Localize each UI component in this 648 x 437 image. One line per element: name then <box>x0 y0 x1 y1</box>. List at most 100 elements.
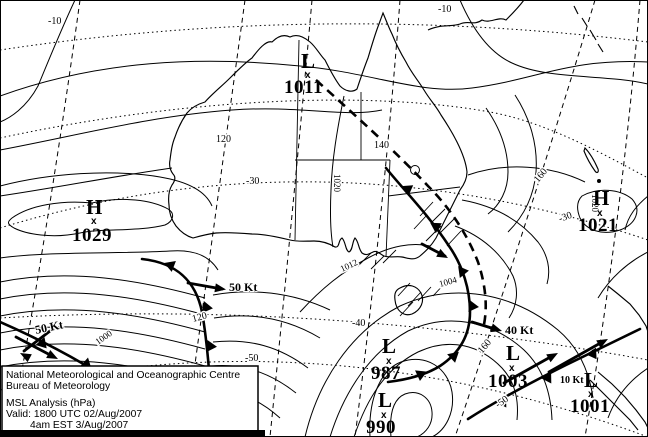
isobars-part <box>213 292 330 310</box>
high-value: 1021 <box>578 215 618 236</box>
low-1011: L x 1011 <box>284 49 323 98</box>
lat-label: -40 <box>352 318 365 329</box>
bottom-black-bar <box>0 430 265 437</box>
center-marker: x <box>597 208 603 219</box>
pressure-systems: L x 1011 H x 1029 H x 1021 L x 987 L x 9… <box>72 49 618 437</box>
low-letter: L <box>506 341 520 365</box>
isobars-part <box>8 199 172 235</box>
fronts-part <box>35 336 47 349</box>
movement-arrows-part <box>436 248 448 258</box>
fronts-part <box>586 347 597 360</box>
movement-arrows-part <box>504 355 554 383</box>
center-marker: x <box>588 389 594 400</box>
low-value: 987 <box>371 363 401 384</box>
low-1003: L x 1003 <box>488 341 528 392</box>
graticule-part <box>0 182 648 240</box>
isobars-part <box>0 327 205 349</box>
fronts-part <box>206 340 217 352</box>
isobars-part <box>0 0 75 122</box>
fronts <box>0 168 640 419</box>
coastlines-part <box>574 6 603 52</box>
movement-arrows <box>16 244 608 383</box>
center-marker: x <box>381 410 387 421</box>
isobars-part <box>486 108 508 214</box>
isobars-part <box>0 293 205 315</box>
fronts-part <box>468 300 479 312</box>
new-caledonia-coastline <box>584 148 598 172</box>
isobars-part <box>0 251 218 270</box>
wind-label: 50 Kt <box>229 280 257 294</box>
lat-label: -10 <box>438 4 451 15</box>
high-letter: H <box>593 186 609 210</box>
centre-name: National Meteorological and Oceanographi… <box>6 370 240 381</box>
isobars-part <box>0 61 648 96</box>
movement-arrows-part <box>16 337 54 357</box>
isobar-label: 1020 <box>590 194 600 213</box>
isobars-part <box>354 344 517 437</box>
fronts-part <box>401 185 414 196</box>
wind-label: 40 Kt <box>505 323 533 337</box>
isobars-part <box>0 168 172 196</box>
low-1001: L x 1001 <box>570 368 610 417</box>
isobars-part <box>598 252 648 298</box>
australia-coastline <box>169 13 467 259</box>
isobars-part <box>455 226 516 318</box>
graticule-part <box>0 100 648 178</box>
low-center-symbol <box>411 166 420 175</box>
isobars-part <box>0 344 205 366</box>
precip-hatching-part <box>414 202 461 246</box>
graticule-part <box>0 24 648 50</box>
fronts-part <box>430 222 442 234</box>
movement-arrows-part <box>24 331 50 351</box>
analysis-title: MSL Analysis (hPa) <box>6 398 95 409</box>
lon-label: 120 <box>216 134 231 145</box>
isobars-part <box>370 359 453 437</box>
tasmania-coastline <box>395 286 423 315</box>
info-box-frame <box>2 366 258 431</box>
graticule-part <box>270 0 312 437</box>
trough-line <box>316 80 486 329</box>
fronts-part <box>447 351 459 363</box>
isobars-part <box>468 167 585 182</box>
movement-arrows-part <box>214 283 226 293</box>
movement-arrows-part <box>490 323 502 333</box>
low-value: 990 <box>366 417 396 437</box>
isobars-part <box>0 276 205 298</box>
high-letter: H <box>86 195 102 219</box>
wind-label: 50 Kt <box>34 317 65 337</box>
center-marker: x <box>509 363 515 374</box>
isobars-part <box>330 321 552 437</box>
new-zealand-north-island <box>608 286 648 332</box>
isobars-part <box>214 316 320 338</box>
new-guinea-coastline <box>428 0 524 30</box>
fronts-part <box>540 371 552 384</box>
fronts-part <box>495 395 507 408</box>
isobars-part <box>625 196 648 230</box>
state-borders <box>295 40 460 257</box>
isobars-part <box>0 109 382 150</box>
graticule-part <box>0 314 648 360</box>
precip-hatching-part <box>398 282 446 316</box>
high-1021: H x 1021 <box>578 186 618 236</box>
isobars-part <box>608 368 648 418</box>
front-tasman <box>468 329 640 419</box>
high-value: 1029 <box>72 225 112 246</box>
movement-arrows-part <box>546 353 558 363</box>
graticule-part <box>355 0 400 437</box>
fronts-part <box>202 301 213 313</box>
low-value: 1011 <box>284 77 323 98</box>
graticule-part <box>0 361 648 437</box>
lat-label: -30 <box>246 176 259 187</box>
low-987: L x 987 <box>371 334 401 384</box>
isobars-part <box>330 96 344 247</box>
center-marker: x <box>91 216 97 227</box>
local-time: 4am EST 3/Aug/2007 <box>30 420 129 431</box>
isobars-part <box>213 341 308 368</box>
isobars-part <box>0 310 205 332</box>
isobars-part <box>391 393 433 437</box>
wind-speed-labels: 50 Kt 50 Kt 40 Kt 10 Kt <box>33 279 586 387</box>
movement-arrows-part <box>20 353 32 363</box>
